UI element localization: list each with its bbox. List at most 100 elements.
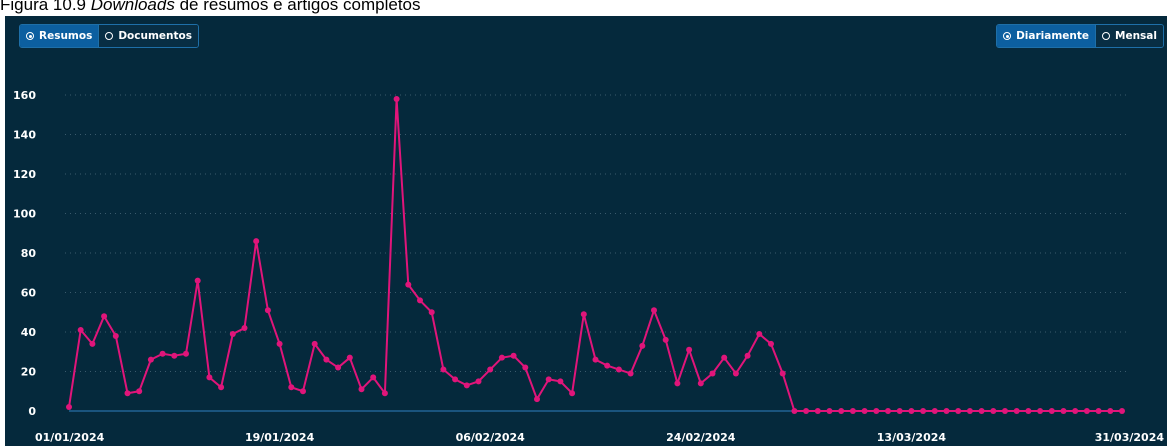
data-point[interactable] xyxy=(674,380,681,387)
period-toggle: Diariamente Mensal xyxy=(996,24,1164,48)
data-point[interactable] xyxy=(569,390,576,397)
data-point[interactable] xyxy=(896,408,903,414)
data-point[interactable] xyxy=(101,313,108,320)
data-point[interactable] xyxy=(697,380,704,387)
data-point[interactable] xyxy=(779,370,786,377)
diariamente-option[interactable]: Diariamente xyxy=(997,25,1096,47)
data-point[interactable] xyxy=(381,390,388,397)
data-point[interactable] xyxy=(428,309,435,316)
data-point[interactable] xyxy=(861,408,868,414)
data-point[interactable] xyxy=(908,408,915,414)
data-point[interactable] xyxy=(732,370,739,377)
data-point[interactable] xyxy=(885,408,891,414)
data-point[interactable] xyxy=(346,354,353,361)
data-point[interactable] xyxy=(920,408,927,414)
data-point[interactable] xyxy=(183,350,189,357)
data-point[interactable] xyxy=(241,325,248,332)
data-point[interactable] xyxy=(1095,408,1102,414)
data-point[interactable] xyxy=(592,356,599,363)
data-point[interactable] xyxy=(651,307,657,314)
data-point[interactable] xyxy=(253,238,260,245)
data-point[interactable] xyxy=(323,356,330,363)
data-point[interactable] xyxy=(814,408,821,414)
data-point[interactable] xyxy=(159,350,166,357)
data-point[interactable] xyxy=(405,281,412,288)
data-point[interactable] xyxy=(311,340,318,347)
data-point[interactable] xyxy=(475,378,482,385)
data-point[interactable] xyxy=(943,408,950,414)
data-point[interactable] xyxy=(978,408,985,414)
data-point[interactable] xyxy=(276,340,283,347)
data-point[interactable] xyxy=(990,408,997,414)
data-point[interactable] xyxy=(171,352,178,359)
documentos-option[interactable]: Documentos xyxy=(98,25,198,47)
data-point[interactable] xyxy=(721,354,728,361)
data-point[interactable] xyxy=(756,330,763,337)
data-point[interactable] xyxy=(147,356,154,363)
data-point[interactable] xyxy=(931,408,938,414)
data-point[interactable] xyxy=(534,396,540,403)
data-point[interactable] xyxy=(229,330,236,337)
mensal-option[interactable]: Mensal xyxy=(1095,25,1163,47)
data-point[interactable] xyxy=(826,408,833,414)
data-point[interactable] xyxy=(873,408,880,414)
resumos-option[interactable]: Resumos xyxy=(20,25,99,47)
data-point[interactable] xyxy=(370,374,377,381)
data-point[interactable] xyxy=(1037,408,1044,414)
data-point[interactable] xyxy=(1002,408,1008,414)
data-point[interactable] xyxy=(206,374,213,381)
data-point[interactable] xyxy=(557,378,564,385)
data-point[interactable] xyxy=(1013,408,1020,414)
caption-prefix: Figura 10.9 xyxy=(0,0,91,14)
data-point[interactable] xyxy=(639,342,646,349)
data-point[interactable] xyxy=(136,388,143,395)
data-point[interactable] xyxy=(1072,408,1079,414)
data-point[interactable] xyxy=(744,352,751,359)
data-point[interactable] xyxy=(463,382,470,389)
data-point[interactable] xyxy=(66,404,72,411)
data-point[interactable] xyxy=(498,354,505,361)
data-point[interactable] xyxy=(300,388,306,395)
data-point[interactable] xyxy=(803,408,810,414)
data-point[interactable] xyxy=(452,376,459,383)
data-point[interactable] xyxy=(1107,408,1114,414)
data-point[interactable] xyxy=(615,366,622,373)
data-point[interactable] xyxy=(335,364,342,371)
data-point[interactable] xyxy=(849,408,856,414)
data-point[interactable] xyxy=(545,376,552,383)
data-point[interactable] xyxy=(264,307,271,314)
data-point[interactable] xyxy=(358,386,365,393)
data-point[interactable] xyxy=(768,340,774,347)
data-point[interactable] xyxy=(1025,408,1032,414)
series-path xyxy=(68,97,1122,412)
data-point[interactable] xyxy=(627,370,634,377)
data-point[interactable] xyxy=(124,390,131,397)
radio-checked-icon xyxy=(26,32,34,40)
data-point[interactable] xyxy=(686,346,693,353)
data-point[interactable] xyxy=(604,362,611,369)
data-point[interactable] xyxy=(89,340,96,347)
data-point[interactable] xyxy=(966,408,973,414)
data-point[interactable] xyxy=(393,95,400,102)
data-point[interactable] xyxy=(487,366,494,373)
data-point[interactable] xyxy=(1119,408,1125,414)
data-point[interactable] xyxy=(510,352,517,359)
data-point[interactable] xyxy=(194,277,201,284)
data-point[interactable] xyxy=(77,327,84,334)
data-point[interactable] xyxy=(791,408,798,414)
data-point[interactable] xyxy=(288,384,295,391)
data-point[interactable] xyxy=(955,408,962,414)
data-point[interactable] xyxy=(1060,408,1067,414)
caption-rest: de resumos e artigos completos xyxy=(174,0,421,14)
data-point[interactable] xyxy=(1083,408,1090,414)
data-point[interactable] xyxy=(522,364,529,371)
data-point[interactable] xyxy=(218,384,225,391)
data-point[interactable] xyxy=(838,408,845,414)
data-point[interactable] xyxy=(440,366,447,373)
data-point[interactable] xyxy=(112,332,119,339)
data-point[interactable] xyxy=(709,370,716,377)
data-point[interactable] xyxy=(662,336,669,343)
data-point[interactable] xyxy=(1048,408,1055,414)
data-point[interactable] xyxy=(417,297,423,304)
data-point[interactable] xyxy=(580,311,587,318)
